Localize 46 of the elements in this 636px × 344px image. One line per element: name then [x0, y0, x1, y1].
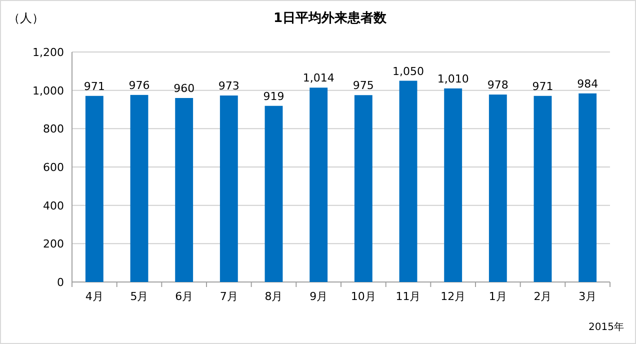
data-label: 971	[84, 80, 105, 93]
y-tick-label: 0	[57, 276, 64, 289]
x-tick-label: 4月	[85, 290, 104, 303]
bar	[264, 106, 283, 282]
y-axis-title: （人）	[8, 11, 44, 25]
x-tick-label: 3月	[578, 290, 597, 303]
bar	[578, 93, 597, 282]
bar	[220, 96, 238, 282]
bar	[175, 98, 194, 282]
x-tick-label: 12月	[440, 290, 466, 303]
data-label: 975	[352, 79, 374, 92]
y-tick-label: 200	[43, 238, 64, 251]
chart-title: 1日平均外来患者数	[273, 10, 388, 26]
x-tick-label: 2月	[534, 290, 552, 303]
bar	[130, 94, 148, 282]
bar	[534, 96, 552, 282]
x-tick-label: 11月	[396, 290, 421, 303]
x-tick-label: 5月	[130, 290, 148, 303]
data-label: 960	[174, 82, 195, 95]
bar	[85, 96, 104, 282]
bar	[310, 88, 328, 282]
x-tick-label: 10月	[350, 290, 376, 303]
x-tick-label: 9月	[310, 290, 328, 303]
bar	[354, 95, 372, 282]
y-tick-label: 1,000	[32, 84, 64, 98]
y-tick-label: 1,200	[32, 46, 64, 59]
bar	[488, 94, 507, 282]
x-tick-label: 1月	[488, 290, 507, 303]
x-tick-label: 7月	[220, 290, 238, 303]
y-tick-label: 400	[43, 199, 64, 212]
data-label: 978	[487, 78, 508, 92]
data-label: 971	[532, 80, 554, 93]
data-label: 1,014	[302, 72, 334, 85]
data-label: 973	[218, 80, 240, 93]
y-tick-label: 600	[43, 161, 64, 174]
text: 2015年	[588, 321, 624, 333]
bar	[399, 80, 418, 282]
x-tick-label: 6月	[175, 290, 194, 303]
data-label: 1,050	[392, 64, 424, 78]
data-label: 976	[128, 78, 150, 92]
y-tick-label: 800	[43, 122, 64, 136]
x-tick-label: 8月	[264, 290, 283, 303]
data-label: 984	[577, 77, 598, 90]
data-label: 1,010	[437, 72, 469, 86]
bar	[444, 88, 462, 282]
data-label: 919	[263, 90, 284, 103]
